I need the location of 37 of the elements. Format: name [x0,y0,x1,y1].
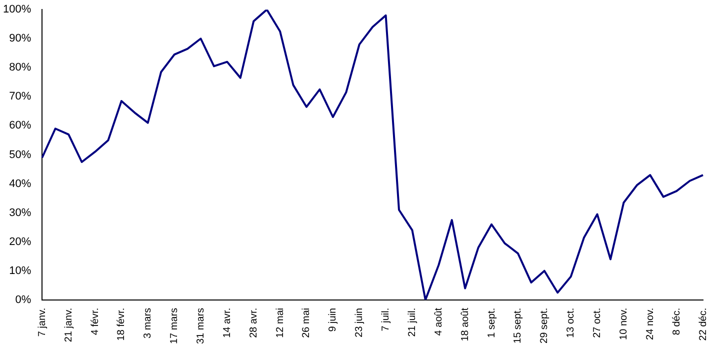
x-tick-label: 18 févr. [116,308,128,341]
x-tick-label: 31 mars [195,308,206,344]
x-tick-label: 18 août [460,308,471,342]
y-tick-label: 50% [9,148,32,161]
x-tick-label: 4 août [433,308,444,336]
x-tick-label: 28 avr. [248,308,260,338]
y-tick-label: 100% [2,4,32,16]
y-tick-label: 0% [15,294,32,306]
x-tick-label: 26 mai [301,308,312,338]
y-tick-label: 30% [9,206,32,219]
y-tick-label: 20% [9,236,32,248]
x-tick-label: 29 sept. [539,308,550,344]
x-tick-label: 9 juin [328,308,339,332]
y-tick-label: 10% [9,264,32,277]
x-tick-label: 7 janv. [36,308,48,337]
x-tick-label: 7 juil. [380,308,392,332]
x-tick-label: 17 mars [169,308,180,344]
x-tick-label: 1 sept. [486,308,498,338]
x-tick-label: 15 sept. [512,308,524,344]
y-tick-label: 90% [9,32,32,45]
x-tick-label: 12 mai [274,308,286,338]
x-tick-label: 22 déc. [698,308,709,341]
y-tick-label: 60% [9,120,32,132]
x-tick-label: 10 nov. [618,308,630,340]
y-tick-label: 40% [9,178,32,190]
x-tick-label: 8 déc. [671,308,682,336]
y-tick-label: 70% [9,90,32,103]
x-tick-label: 23 juin [354,308,366,338]
x-tick-label: 14 avr. [222,308,233,338]
y-tick-label: 80% [9,62,32,74]
x-tick-label: 3 mars [142,308,154,338]
x-tick-label: 21 juil. [406,308,418,337]
x-tick-label: 13 oct. [566,308,577,338]
x-tick-label: 24 nov. [644,308,656,340]
x-tick-label: 27 oct. [592,308,604,338]
x-tick-label: 4 févr. [90,308,101,336]
x-tick-label: 21 janv. [63,308,74,342]
